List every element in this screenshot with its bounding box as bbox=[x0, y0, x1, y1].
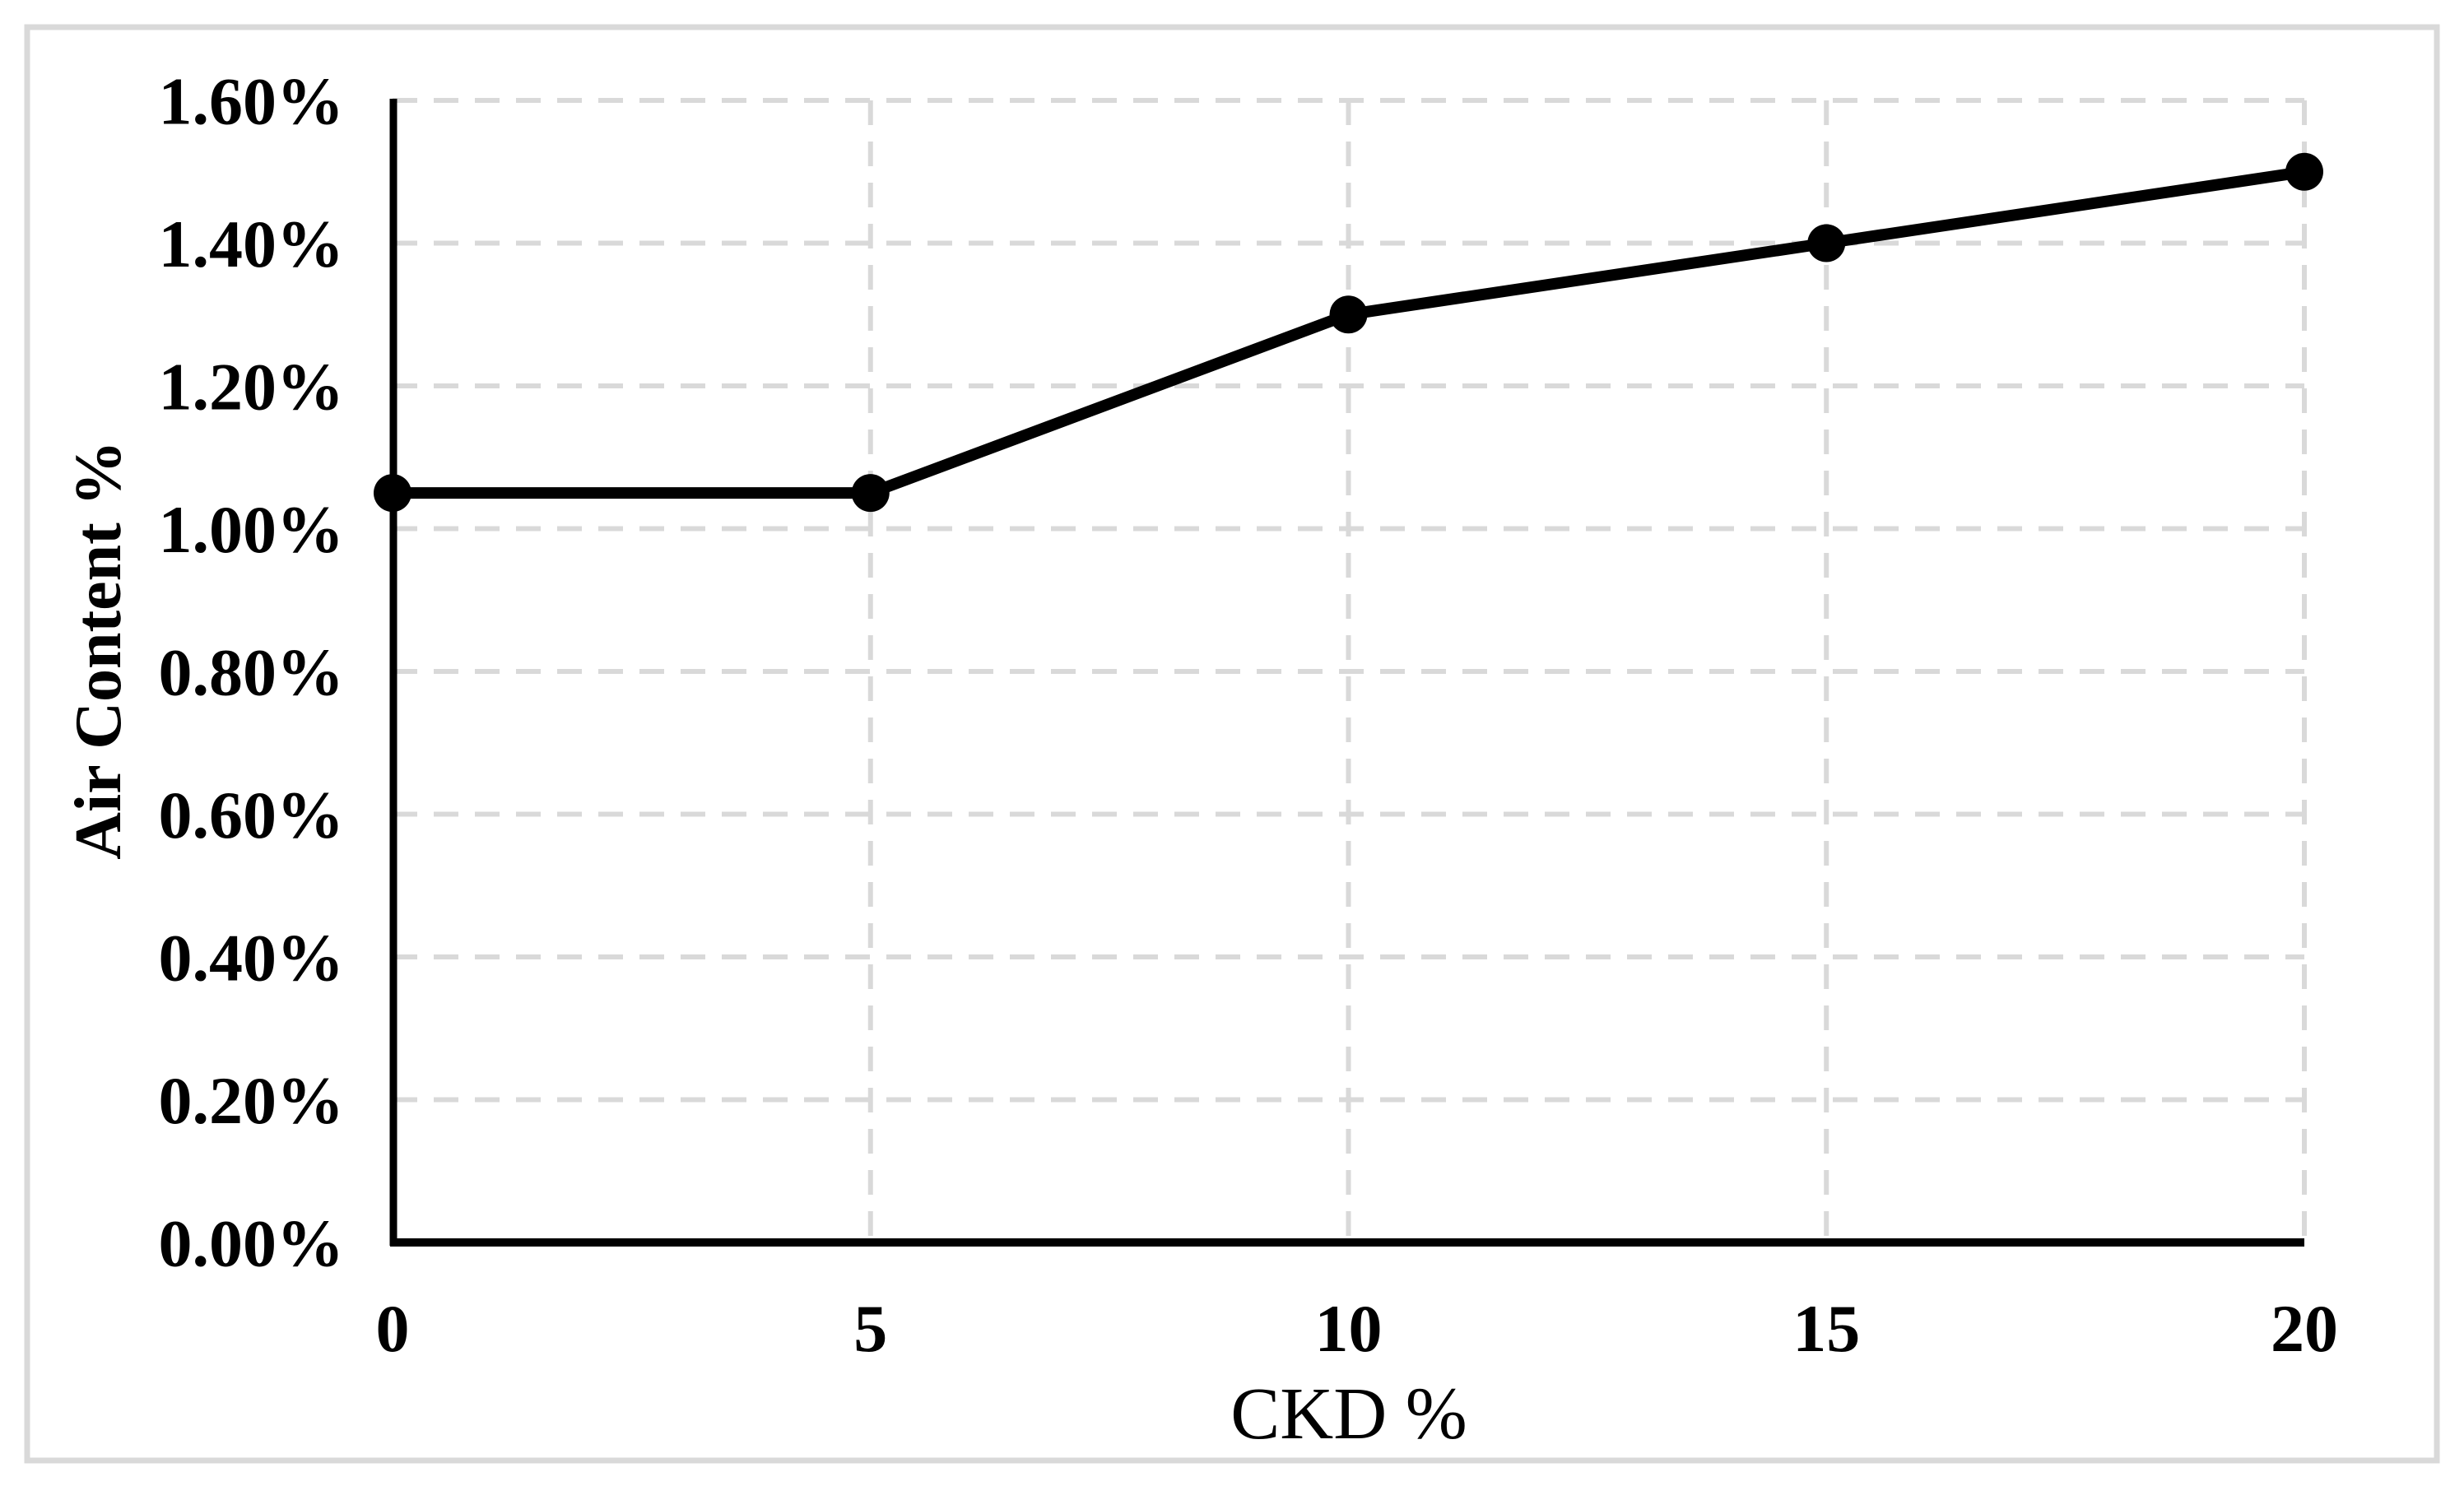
x-axis-title: CKD % bbox=[1230, 1373, 1467, 1455]
x-tick-label: 5 bbox=[853, 1291, 887, 1366]
y-tick-label: 1.00% bbox=[159, 492, 345, 567]
data-point-0 bbox=[374, 474, 411, 513]
data-point-10 bbox=[1329, 295, 1368, 334]
y-axis-tick-labels: 0.00% 0.20% 0.40% 0.60% 0.80% 1.00% 1.20% 1.40%… bbox=[159, 64, 345, 1281]
y-tick-label: 0.80% bbox=[159, 635, 345, 710]
x-tick-label: 15 bbox=[1792, 1291, 1860, 1366]
y-axis-title: Air Content % bbox=[63, 440, 135, 860]
y-tick-label: 1.40% bbox=[159, 207, 345, 281]
x-tick-label: 0 bbox=[376, 1291, 410, 1366]
data-point-20 bbox=[2285, 152, 2323, 191]
y-tick-label: 1.60% bbox=[159, 64, 345, 139]
y-tick-label: 0.60% bbox=[159, 778, 345, 852]
data-series-air-content bbox=[374, 152, 2323, 513]
x-tick-label: 20 bbox=[2271, 1291, 2338, 1366]
x-axis-tick-labels: 0 5 10 15 20 bbox=[376, 1291, 2339, 1366]
vertical-gridlines bbox=[867, 100, 2307, 1242]
figure-border bbox=[24, 24, 2440, 1464]
data-point-15 bbox=[1807, 224, 1846, 262]
y-tick-label: 1.20% bbox=[159, 350, 345, 425]
y-tick-label: 0.20% bbox=[159, 1063, 345, 1138]
y-tick-label: 0.40% bbox=[159, 921, 345, 996]
data-point-5 bbox=[851, 474, 890, 513]
y-tick-label: 0.00% bbox=[159, 1206, 345, 1281]
x-tick-label: 10 bbox=[1315, 1291, 1383, 1366]
